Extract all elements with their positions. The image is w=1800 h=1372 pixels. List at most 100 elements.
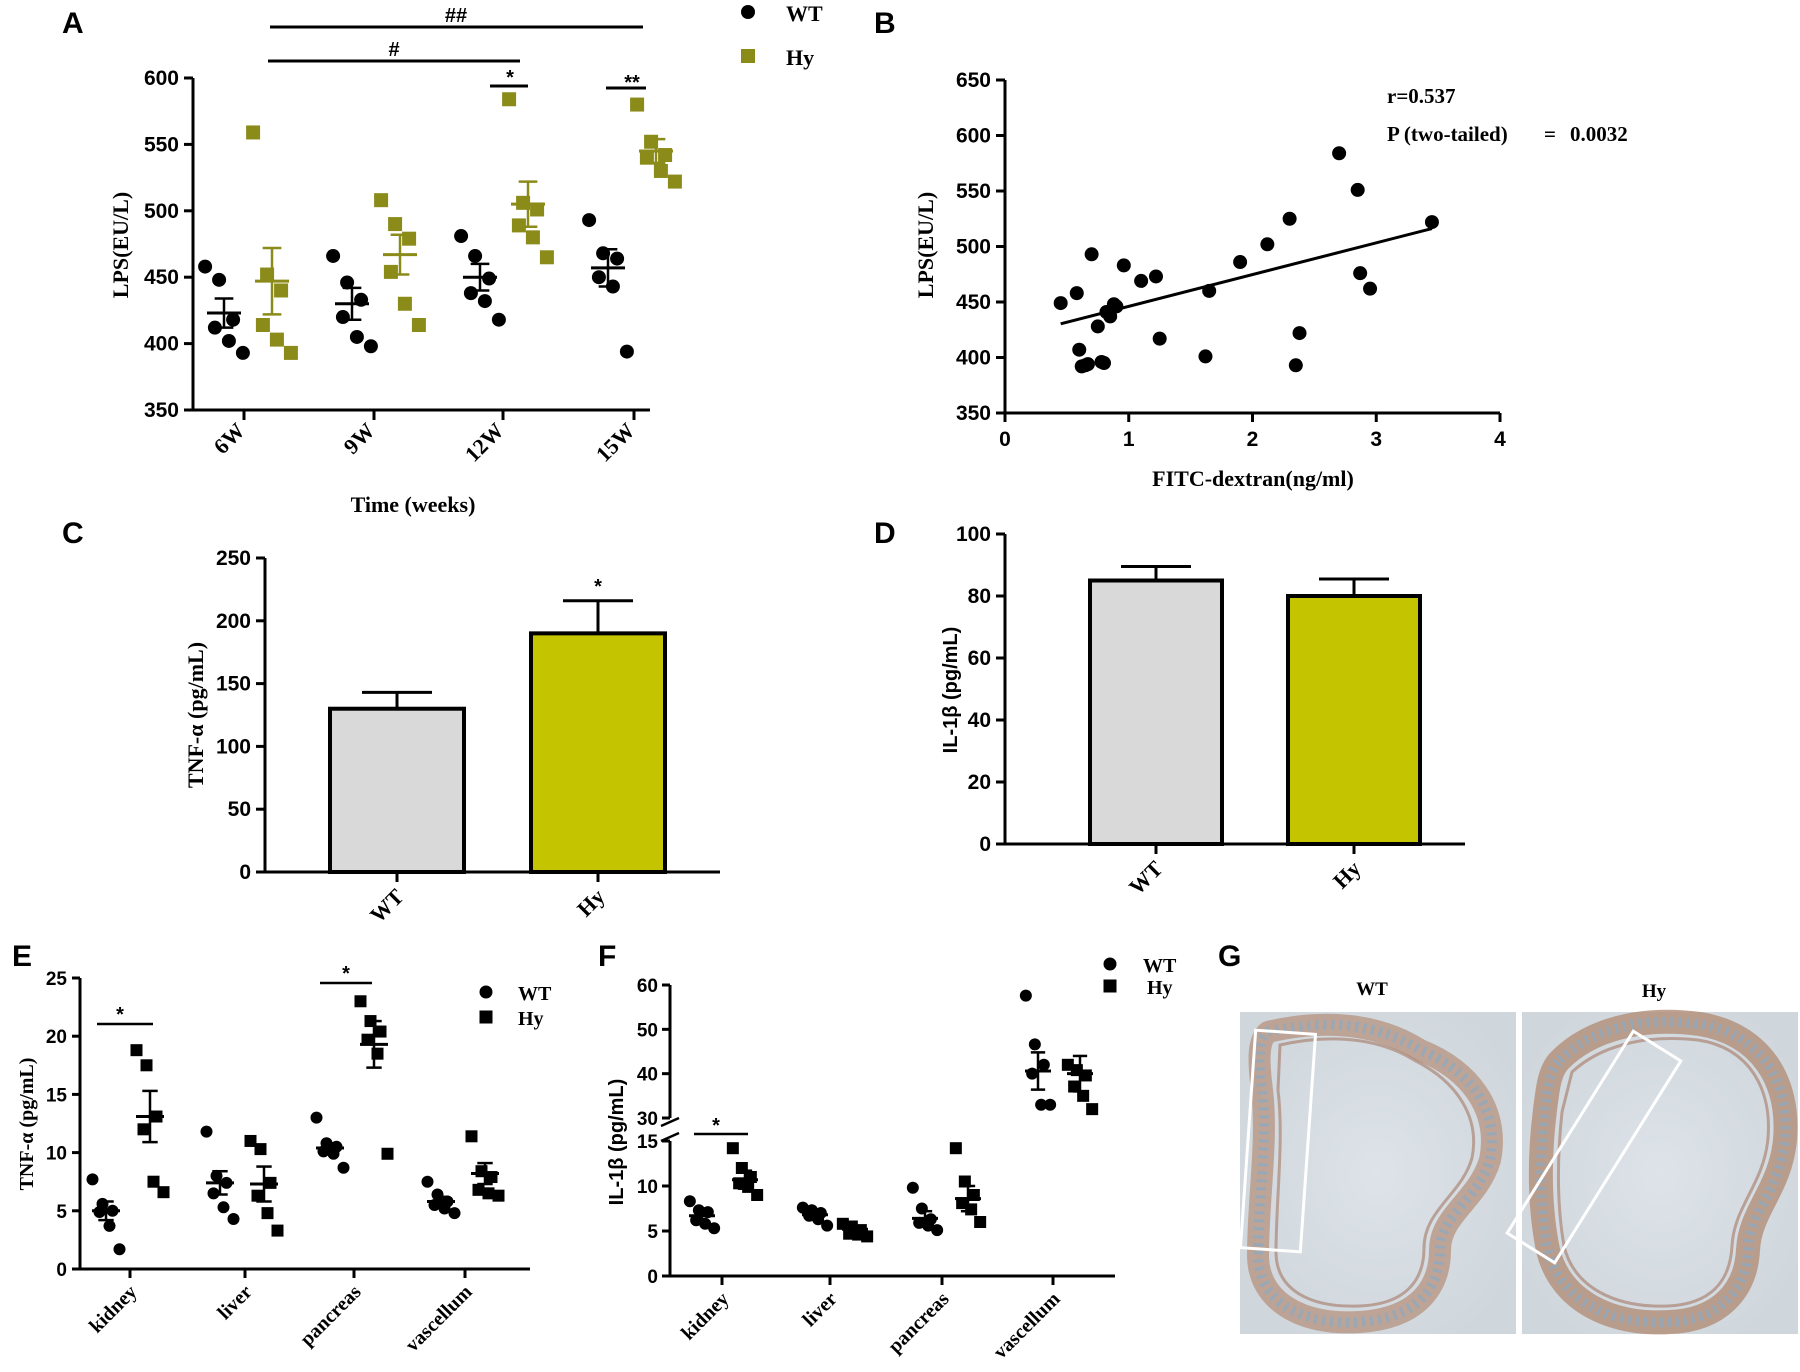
panel-e-point-wt [86, 1173, 99, 1186]
panel-f-legend-hy-label: Hy [1147, 977, 1173, 999]
panel-d-y-tick-label: 40 [968, 709, 991, 732]
histology-wt-title: WT [1356, 979, 1388, 1000]
panel-f-point-wt [821, 1219, 834, 1232]
panel-e-point-hy [244, 1134, 257, 1147]
panel-b-point [1332, 146, 1347, 161]
panel-c-y-tick-label: 250 [216, 547, 251, 570]
panel-c-y-tick-label: 50 [228, 798, 251, 821]
panel-f-point-hy [958, 1175, 971, 1188]
panel-a-point-hy [383, 264, 398, 279]
panel-a-y-tick-label: 500 [144, 200, 179, 223]
panel-b-point [1094, 354, 1109, 369]
panel-a-x-tick-label: 6W [209, 418, 250, 459]
panel-b-y-tick-label: 600 [956, 125, 991, 148]
panel-d-il1b-bar-chart: 0 20 40 60 80 100 WT Hy IL-1β (pg/mL) [940, 523, 1465, 899]
panel-a-y-tick-label: 400 [144, 333, 179, 356]
panel-c-y-tick-label: 150 [216, 673, 251, 696]
panel-a-sig-label: ## [445, 5, 467, 27]
panel-e-point-wt [448, 1207, 461, 1220]
panel-f-point-hy [1079, 1069, 1092, 1082]
panel-a-point-wt [235, 345, 250, 360]
panel-e-point-hy [381, 1147, 394, 1160]
histology-wt-image [1238, 1012, 1516, 1334]
panel-letter-f: F [598, 940, 616, 973]
panel-e-point-hy [492, 1189, 505, 1202]
panel-b-point [1292, 326, 1307, 341]
panel-e-point-hy [251, 1189, 264, 1202]
panel-c-sig-label: * [594, 576, 602, 598]
panel-f-legend-hy-marker [1103, 979, 1117, 993]
panel-a-point-hy [653, 163, 668, 178]
panel-e-tissue-tnf-chart: 0 5 10 15 20 25 kidney liver pancreas vascellum TN… [16, 963, 552, 1356]
panel-b-point [1363, 281, 1378, 296]
panel-e-point-hy [140, 1059, 153, 1072]
panel-b-regression-line [1060, 227, 1433, 326]
panel-a-point-hy [260, 267, 275, 282]
panel-a-x-axis-title: Time (weeks) [351, 492, 476, 517]
panel-f-point-wt [1044, 1098, 1057, 1111]
panel-a-point-wt [212, 272, 227, 287]
panel-f-point-hy [861, 1230, 874, 1243]
panel-letter-g: G [1218, 940, 1241, 973]
panel-b-point [1090, 319, 1105, 334]
panel-a-point-wt [463, 286, 478, 301]
panel-a-point-wt [226, 312, 241, 327]
panel-c-y-axis-title: TNF-α (pg/mL) [183, 642, 208, 788]
panel-e-point-wt [217, 1201, 230, 1214]
panel-e-point-hy [465, 1130, 478, 1143]
panel-f-point-hy [949, 1142, 962, 1155]
panel-a-point-wt [610, 251, 625, 266]
panel-b-point [1053, 296, 1068, 311]
panel-f-point-wt [931, 1224, 944, 1237]
panel-f-y-tick-label: 30 [637, 1109, 658, 1130]
panel-c-y-tick-label: 100 [216, 735, 251, 758]
panel-e-point-hy [157, 1186, 170, 1199]
panel-letter-a: A [62, 7, 84, 40]
panel-e-point-wt [200, 1125, 213, 1138]
panel-b-point [1069, 286, 1084, 301]
panel-e-y-tick-label: 10 [46, 1144, 67, 1165]
panel-d-bar-wt [1088, 578, 1224, 846]
panel-a-point-hy [667, 174, 682, 189]
panel-f-point-hy [726, 1142, 739, 1155]
panel-b-point [1084, 247, 1099, 262]
panel-a-point-hy [411, 318, 426, 333]
panel-f-point-wt [796, 1201, 809, 1214]
panel-b-point [1424, 215, 1439, 230]
panel-b-x-tick-label: 1 [1123, 428, 1135, 451]
panel-e-y-tick-label: 5 [56, 1202, 67, 1223]
panel-f-y-tick-label: 60 [637, 976, 658, 997]
panel-d-y-tick-label: 80 [968, 585, 991, 608]
panel-e-point-wt [113, 1243, 126, 1256]
panel-a-point-hy [630, 97, 645, 112]
panel-a-point-wt [454, 229, 469, 244]
panel-a-point-wt [340, 275, 355, 290]
panel-f-y-tick-label: 15 [637, 1132, 659, 1153]
panel-f-y-tick-label: 5 [647, 1222, 658, 1243]
panel-c-tnf-bar-chart: 0 50 100 150 200 250 WT Hy TNF-α (pg/mL) * [183, 547, 720, 927]
panel-b-y-tick-label: 350 [956, 402, 991, 425]
panel-e-legend-hy-label: Hy [518, 1008, 544, 1030]
panel-e-sig-label: * [342, 963, 350, 985]
panel-e-point-hy [261, 1207, 274, 1220]
panel-d-y-tick-label: 20 [968, 771, 991, 794]
panel-f-y-tick-label: 10 [637, 1177, 658, 1198]
panel-f-point-wt [683, 1195, 696, 1208]
panel-d-y-tick-label: 60 [968, 647, 991, 670]
panel-e-x-tick-label: pancreas [296, 1281, 366, 1351]
panel-f-point-hy [1086, 1103, 1099, 1116]
panel-f-point-hy [974, 1216, 987, 1228]
panel-e-point-wt [337, 1161, 350, 1174]
panel-a-sig-label: * [506, 67, 514, 89]
panel-b-point [1350, 182, 1365, 197]
panel-a-point-hy [255, 318, 270, 333]
panel-b-y-tick-label: 400 [956, 347, 991, 370]
panel-a-point-wt [591, 270, 606, 285]
panel-e-y-tick-label: 0 [56, 1260, 67, 1281]
panel-c-x-tick-label: Hy [572, 884, 610, 922]
panel-a-y-tick-label: 450 [144, 266, 179, 289]
panel-b-p-label: P (two-tailed) [1387, 122, 1508, 146]
panel-a-point-hy [530, 202, 545, 217]
panel-a-legend-hy-marker [741, 49, 755, 63]
